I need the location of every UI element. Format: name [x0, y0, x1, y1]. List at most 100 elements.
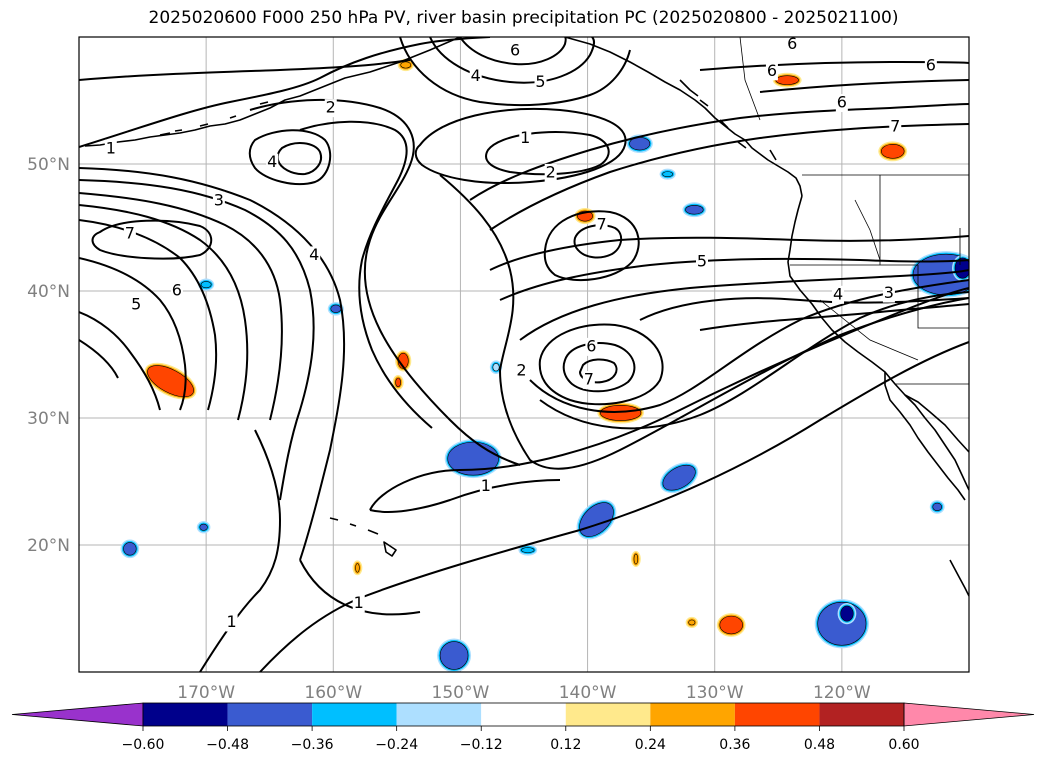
- contour-label: 5: [535, 72, 545, 91]
- pv-contour: [414, 107, 627, 185]
- colorbar-tick-label: 0.60: [888, 737, 919, 753]
- colorbar-tick-label: 0.24: [635, 737, 666, 753]
- precip-blob: [518, 544, 538, 556]
- precip-blob: [952, 254, 969, 282]
- colorbar-tick-label: −0.12: [460, 737, 503, 753]
- lon-tick-label: 120°W: [813, 683, 871, 703]
- gridlines: [79, 37, 969, 672]
- pv-contour: [79, 311, 161, 411]
- contour-label: 7: [125, 223, 135, 242]
- precip-blob: [630, 550, 641, 568]
- precip-blob: [444, 439, 502, 479]
- colorbar-tick-label: −0.60: [122, 737, 165, 753]
- pv-contour: [639, 297, 969, 321]
- lon-tick-label: 170°W: [177, 683, 235, 703]
- contour-label: 1: [226, 612, 236, 631]
- pv-contour: [79, 257, 187, 411]
- lat-tick-label: 20°N: [27, 536, 70, 556]
- colorbar-bin: [312, 703, 397, 726]
- precip-blob: [437, 638, 472, 672]
- precip-blob: [878, 141, 908, 162]
- pv-contour: [429, 37, 596, 84]
- precip-blob: [198, 278, 215, 291]
- pv-contour: [699, 61, 969, 71]
- contour-label: 7: [890, 117, 900, 136]
- precip-blob: [120, 539, 140, 559]
- precip-blob: [196, 521, 211, 534]
- contour-label: 3: [214, 190, 224, 209]
- pv-contour: [91, 219, 213, 260]
- alaska-islands: [679, 79, 777, 161]
- pv-contour: [489, 123, 969, 231]
- pv-contour: [543, 210, 640, 282]
- lat-tick-label: 50°N: [27, 155, 70, 175]
- colorbar-bin: [396, 703, 482, 726]
- pv-contour: [399, 37, 631, 107]
- colorbar-tick-label: −0.24: [375, 737, 418, 753]
- colorbar-tick-label: 0.36: [719, 737, 750, 753]
- lon-tick-label: 150°W: [432, 683, 490, 703]
- lon-tick-label: 140°W: [559, 683, 617, 703]
- colorbar: −0.60 −0.48 −0.36 −0.24 −0.12 0.12 0.24 0.36 0.4…: [11, 702, 1035, 753]
- hawaii-islands: [329, 517, 397, 557]
- precip-blob: [597, 402, 644, 424]
- contour-label: 6: [172, 281, 182, 300]
- contour-label: 4: [471, 66, 481, 85]
- pv-contour: [489, 235, 969, 271]
- pv-contour: [759, 79, 969, 93]
- precip-blob: [929, 500, 945, 514]
- axis-tick-labels: 50°N 40°N 30°N 20°N 170°W 160°W 150°W 140°W 130°…: [27, 155, 871, 703]
- contour-label: 3: [884, 283, 894, 302]
- precip-blob: [144, 362, 197, 400]
- pv-contour: [519, 269, 969, 341]
- pv-contour: [79, 179, 315, 501]
- precip-blob: [659, 168, 676, 180]
- pv-contour: [248, 129, 332, 186]
- pv-contour: [485, 131, 610, 176]
- borders: [739, 37, 969, 385]
- lat-tick-label: 40°N: [27, 282, 70, 302]
- colorbar-bin: [819, 703, 904, 726]
- precip-blob: [716, 613, 746, 637]
- colorbar-tick-label: −0.48: [206, 737, 249, 753]
- pv-contour: [79, 192, 283, 421]
- contour-label: 4: [833, 284, 843, 303]
- lon-tick-label: 160°W: [304, 683, 362, 703]
- colorbar-tick-label: −0.36: [291, 737, 334, 753]
- contour-label: 5: [697, 251, 707, 270]
- pv-contour: [259, 341, 969, 672]
- contour-label: 2: [546, 162, 556, 181]
- alaska-coastline: [84, 37, 461, 147]
- pv-contour: [79, 339, 119, 379]
- pv-contour: [249, 99, 521, 466]
- colorbar-bin: [143, 703, 228, 726]
- contour-label: 4: [267, 152, 277, 171]
- pv-contour: [79, 59, 411, 81]
- contour-label: 1: [481, 476, 491, 495]
- colorbar-bin: [734, 703, 820, 726]
- contour-label: 1: [354, 593, 364, 612]
- contour-label: 2: [326, 98, 336, 117]
- precip-blob: [837, 602, 857, 625]
- pv-contour: [79, 204, 249, 421]
- lon-tick-label: 130°W: [686, 683, 744, 703]
- colorbar-bin: [227, 703, 313, 726]
- pv-contour: [699, 303, 969, 331]
- colorbar-bin: [565, 703, 651, 726]
- contour-label: 6: [510, 40, 520, 59]
- contour-label: 6: [837, 93, 847, 112]
- precip-blob: [397, 58, 414, 72]
- contour-label: 1: [106, 138, 116, 157]
- pv-contour: [499, 257, 969, 301]
- precip-blob: [659, 462, 699, 494]
- contour-label: 6: [767, 61, 777, 80]
- precip-blob: [489, 360, 503, 375]
- coastlines: [84, 37, 969, 597]
- precip-blob: [685, 616, 699, 629]
- baja-gulf-coast: [904, 394, 969, 453]
- pv-contour: [79, 37, 491, 148]
- colorbar-over-arrow: [903, 702, 1035, 727]
- pv-contour: [369, 287, 969, 511]
- contour-label: 6: [586, 336, 596, 355]
